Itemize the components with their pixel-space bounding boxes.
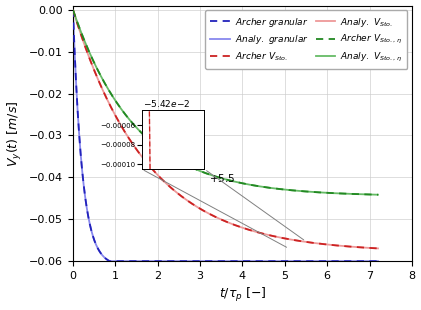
Legend: $\mathit{Archer\ granular}$, $\mathit{Analy.\ granular}$, $\mathit{Archer\ }V_{\: $\mathit{Archer\ granular}$, $\mathit{An…	[205, 10, 408, 69]
X-axis label: $t/\tau_p\ [-]$: $t/\tau_p\ [-]$	[218, 286, 266, 304]
Y-axis label: $V_y(t)\ [m/s]$: $V_y(t)\ [m/s]$	[5, 100, 24, 166]
Text: $+5.5$: $+5.5$	[208, 171, 235, 184]
